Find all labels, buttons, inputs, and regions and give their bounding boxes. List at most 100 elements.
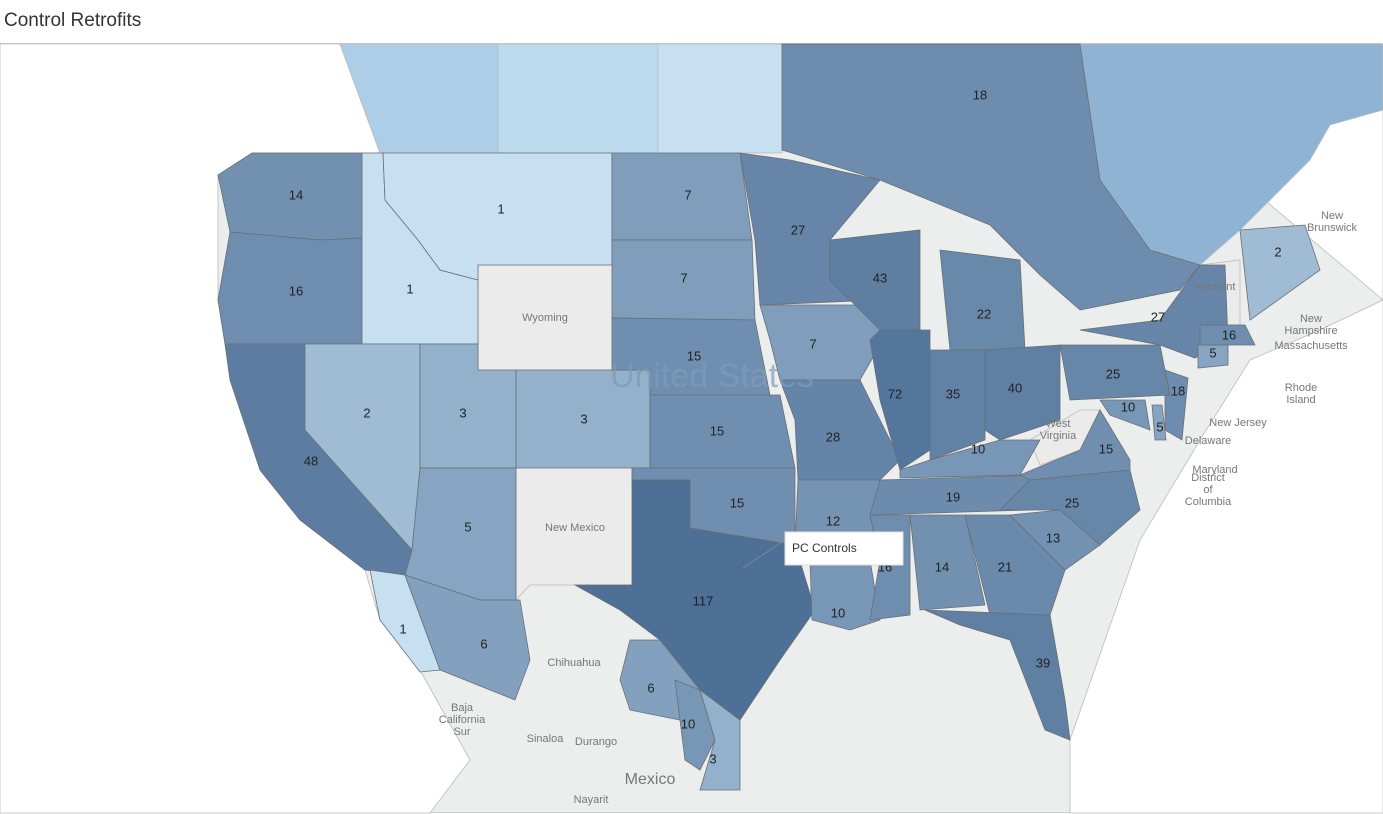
place-label: Delaware (1185, 435, 1231, 447)
region-value: 2 (1274, 244, 1281, 259)
region (1199, 324, 1256, 346)
region-value: 2 (363, 405, 370, 420)
region (781, 43, 1201, 311)
region (699, 688, 741, 791)
place-label: Baja California Sur (439, 702, 486, 738)
place-label: Durango (575, 736, 617, 748)
place-label-line: Baja (451, 702, 474, 714)
region-value: 18 (973, 87, 987, 102)
place-label-line: New (1300, 313, 1322, 325)
ocean (1069, 43, 1383, 814)
region-value: 15 (1099, 441, 1113, 456)
title: Control Retrofits (4, 10, 141, 31)
region-value: 1 (399, 621, 406, 636)
place-label: Sinaloa (527, 733, 565, 745)
region-value: 27 (791, 222, 805, 237)
place-label: Massachusetts (1274, 340, 1348, 352)
region-value: 7 (680, 270, 687, 285)
region (1239, 224, 1321, 321)
place-label-line: New (1321, 210, 1343, 222)
place-label-line: Hampshire (1284, 325, 1337, 337)
region (1019, 409, 1131, 481)
region-value: 5 (1156, 419, 1163, 434)
region (369, 569, 441, 673)
region-value: 10 (681, 716, 695, 731)
place-label-line: West (1046, 418, 1071, 430)
place-label-line: California (439, 714, 486, 726)
region-value: 6 (647, 680, 654, 695)
place-label: Maryland (1192, 464, 1237, 476)
region (924, 609, 1071, 741)
place-label-line: Columbia (1185, 496, 1232, 508)
place-label: New Brunswick (1307, 210, 1358, 234)
region (674, 679, 716, 771)
place-label-line: Rhode (1285, 382, 1317, 394)
region-value: 7 (809, 336, 816, 351)
region (964, 514, 1066, 616)
region-value: 6 (480, 636, 487, 651)
region-value: 43 (873, 270, 887, 285)
region-value: 10 (971, 441, 985, 456)
region-value: 18 (1171, 383, 1185, 398)
place-label-line: Brunswick (1307, 222, 1358, 234)
region-value: 21 (998, 559, 1012, 574)
basemap (0, 43, 1383, 814)
region-value: 16 (1222, 327, 1236, 342)
region-value: 15 (687, 348, 701, 363)
region (611, 152, 753, 241)
region-value: 15 (730, 495, 744, 510)
annotation-line (742, 539, 786, 569)
place-label: Nayarit (574, 794, 609, 806)
region-value: 27 (1151, 309, 1165, 324)
region-value: 3 (709, 751, 716, 766)
region-value: 5 (464, 519, 471, 534)
region-value: 19 (946, 489, 960, 504)
region-value: 72 (888, 386, 902, 401)
region-value: 12 (826, 513, 840, 528)
place-label-line: Virginia (1040, 430, 1077, 442)
region-value: 1 (406, 281, 413, 296)
region-value: 10 (1121, 399, 1135, 414)
place-label-line: of (1203, 484, 1213, 496)
region-value: 14 (935, 559, 949, 574)
place-label-line: Island (1286, 394, 1315, 406)
region-value: 48 (304, 453, 318, 468)
region (984, 344, 1061, 441)
place-label: Wyoming (522, 312, 568, 324)
province (497, 43, 659, 154)
region (404, 574, 531, 701)
place-label: New Jersey (1209, 417, 1267, 429)
region-value: 3 (580, 411, 587, 426)
region-value: 28 (826, 429, 840, 444)
place-label: Vermont (1195, 281, 1236, 293)
annotation-text: PC Controls (792, 541, 857, 555)
region-value: 13 (1046, 530, 1060, 545)
region (899, 439, 1041, 479)
region (1164, 369, 1189, 441)
place-label: Mexico (625, 771, 676, 788)
annotation: PC Controls (742, 531, 904, 569)
region (1099, 399, 1151, 431)
place-label: West Virginia (1040, 418, 1077, 442)
place-label: Chihuahua (547, 657, 601, 669)
region (1079, 264, 1229, 359)
region-value: 40 (1008, 380, 1022, 395)
place-label-line: District (1191, 472, 1225, 484)
region (1059, 344, 1171, 401)
place-label: New Hampshire (1284, 313, 1337, 337)
region (939, 249, 1026, 351)
region-value: 5 (1209, 345, 1216, 360)
region-value: 14 (289, 187, 303, 202)
region-value: 3 (459, 405, 466, 420)
region-value: 15 (710, 423, 724, 438)
state (515, 467, 633, 602)
place-label: Rhode Island (1285, 382, 1317, 406)
place-label: District of Columbia (1185, 472, 1232, 508)
region (1151, 404, 1167, 441)
region-value: 25 (1106, 366, 1120, 381)
region-value: 25 (1065, 495, 1079, 510)
country-label: United States (610, 357, 814, 395)
